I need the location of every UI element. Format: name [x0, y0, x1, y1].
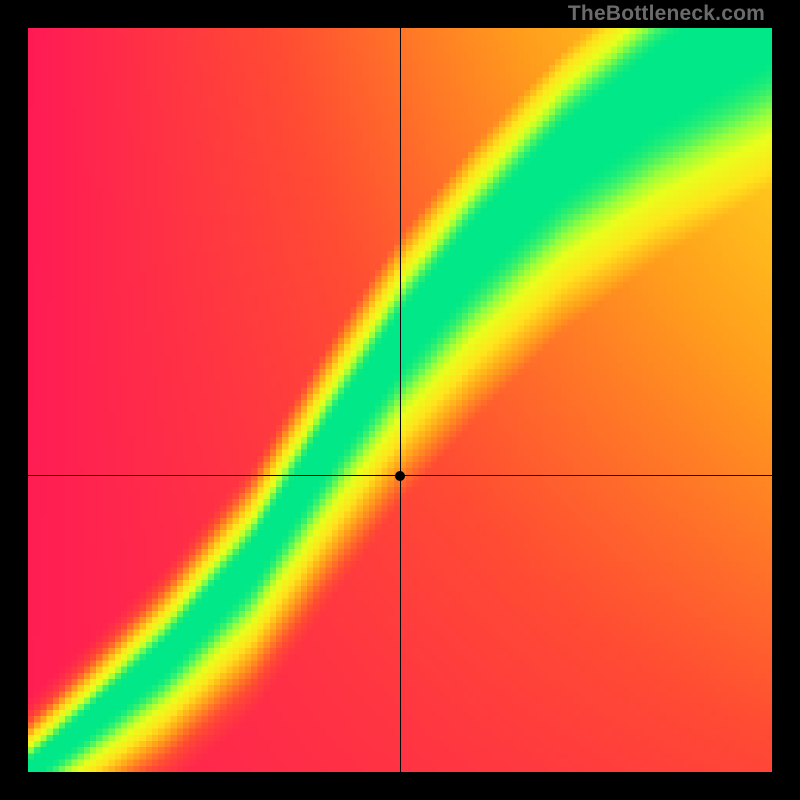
watermark-text: TheBottleneck.com	[568, 2, 765, 26]
crosshair-vertical	[400, 28, 401, 772]
marker-point	[395, 471, 405, 481]
chart-container: { "watermark": { "text": "TheBottleneck.…	[0, 0, 800, 800]
